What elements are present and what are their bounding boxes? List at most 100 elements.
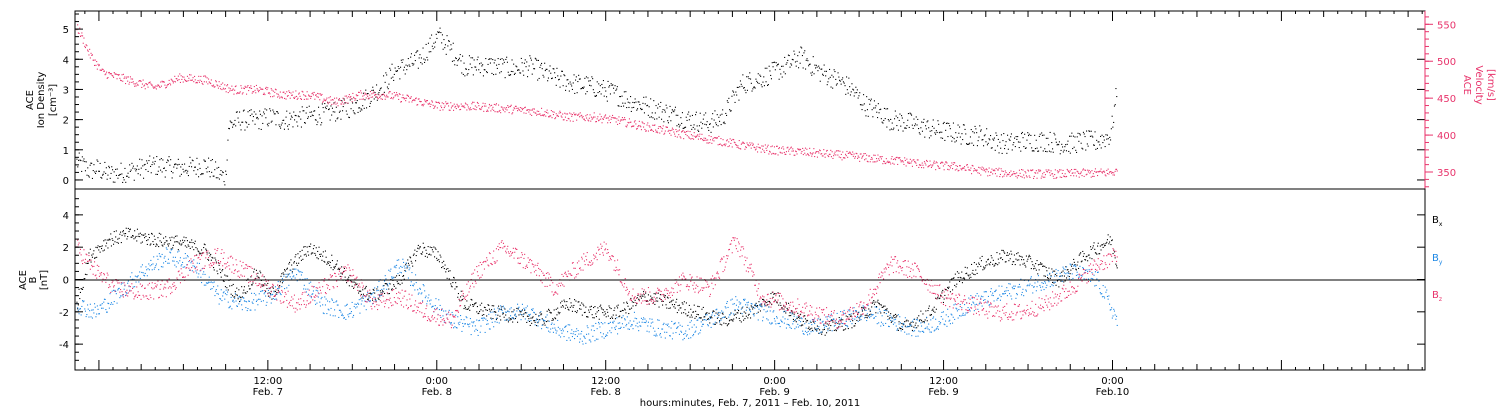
velocity-series-point bbox=[228, 87, 230, 89]
bx-series-point bbox=[404, 270, 406, 272]
bx-series-point bbox=[147, 239, 149, 241]
bx-series-point bbox=[745, 312, 747, 314]
by-series-point bbox=[147, 268, 149, 270]
velocity-series-point bbox=[644, 128, 646, 130]
velocity-series-point bbox=[563, 119, 565, 121]
density-series-point bbox=[439, 27, 441, 29]
velocity-series-point bbox=[386, 94, 388, 96]
bx-series-point bbox=[843, 329, 845, 331]
density-series-point bbox=[277, 112, 279, 114]
bx-series-point bbox=[719, 323, 721, 325]
by-series-point bbox=[217, 285, 219, 287]
bx-series-point bbox=[1028, 256, 1030, 258]
velocity-series-point bbox=[309, 95, 311, 97]
bx-series-point bbox=[829, 329, 831, 331]
bx-series-point bbox=[77, 304, 79, 306]
bx-series-point bbox=[431, 247, 433, 249]
density-series-point bbox=[163, 167, 165, 169]
density-series-point bbox=[627, 101, 629, 103]
density-series-point bbox=[232, 126, 234, 128]
density-series-point bbox=[1028, 133, 1030, 135]
bx-series-point bbox=[800, 313, 802, 315]
velocity-series-point bbox=[478, 105, 480, 107]
velocity-series-point bbox=[1111, 172, 1113, 174]
by-series-point bbox=[348, 316, 350, 318]
by-series-point bbox=[184, 253, 186, 255]
velocity-series-point bbox=[308, 94, 310, 96]
bx-series-point bbox=[1106, 239, 1108, 241]
density-series-point bbox=[718, 116, 720, 118]
density-series-point bbox=[244, 129, 246, 131]
bx-series-point bbox=[374, 292, 376, 294]
velocity-series-point bbox=[215, 81, 217, 83]
density-series-point bbox=[153, 157, 155, 159]
velocity-series-point bbox=[731, 146, 733, 148]
bx-series-point bbox=[609, 307, 611, 309]
density-series-point bbox=[203, 159, 205, 161]
velocity-series-point bbox=[490, 110, 492, 112]
bx-series-point bbox=[172, 244, 174, 246]
density-series-point bbox=[604, 87, 606, 89]
density-series-point bbox=[102, 173, 104, 175]
velocity-series-point bbox=[537, 113, 539, 115]
bx-series-point bbox=[578, 301, 580, 303]
density-series-point bbox=[461, 72, 463, 74]
by-series-point bbox=[289, 273, 291, 275]
bx-series-point bbox=[812, 320, 814, 322]
velocity-series-point bbox=[262, 93, 264, 95]
bx-series-point bbox=[299, 251, 301, 253]
velocity-series-point bbox=[452, 105, 454, 107]
density-series-point bbox=[934, 132, 936, 134]
velocity-series-point bbox=[543, 114, 545, 116]
bx-series-point bbox=[348, 276, 350, 278]
bx-series-point bbox=[801, 324, 803, 326]
by-series-point bbox=[372, 303, 374, 305]
bx-series-point bbox=[743, 319, 745, 321]
velocity-series-point bbox=[1034, 172, 1036, 174]
density-series-point bbox=[1069, 135, 1071, 137]
density-series-point bbox=[753, 86, 755, 88]
velocity-series-point bbox=[560, 112, 562, 114]
by-series-point bbox=[212, 282, 214, 284]
by-series-point bbox=[293, 268, 295, 270]
velocity-series-point bbox=[1022, 169, 1024, 171]
bx-series-point bbox=[975, 269, 977, 271]
velocity-series-point bbox=[584, 120, 586, 122]
density-series-point bbox=[184, 163, 186, 165]
density-series-point bbox=[406, 69, 408, 71]
density-series-point bbox=[500, 71, 502, 73]
velocity-series-point bbox=[627, 121, 629, 123]
bx-series-point bbox=[832, 321, 834, 323]
velocity-series-point bbox=[729, 138, 731, 140]
bx-series-point bbox=[1004, 252, 1006, 254]
density-series-point bbox=[1105, 134, 1107, 136]
density-series-point bbox=[589, 84, 591, 86]
density-series-point bbox=[963, 124, 965, 126]
density-series-point bbox=[530, 59, 532, 61]
by-series-point bbox=[153, 256, 155, 258]
bx-series-point bbox=[317, 250, 319, 252]
velocity-series-point bbox=[660, 127, 662, 129]
density-series-point bbox=[101, 177, 103, 179]
bx-series-point bbox=[688, 311, 690, 313]
velocity-series-point bbox=[919, 164, 921, 166]
velocity-series-point bbox=[240, 85, 242, 87]
bx-series-point bbox=[845, 315, 847, 317]
density-series-point bbox=[767, 84, 769, 86]
by-series-point bbox=[159, 255, 161, 257]
density-series-point bbox=[80, 160, 82, 162]
density-series-point bbox=[751, 90, 753, 92]
density-series-point bbox=[790, 63, 792, 65]
by-series-point bbox=[325, 298, 327, 300]
by-series-point bbox=[220, 289, 222, 291]
velocity-series-point bbox=[427, 103, 429, 105]
by-series-point bbox=[258, 298, 260, 300]
by-series-point bbox=[317, 296, 319, 298]
by-series-point bbox=[387, 285, 389, 287]
bx-series-point bbox=[442, 266, 444, 268]
bx-series-point bbox=[388, 288, 390, 290]
by-series-point bbox=[139, 277, 141, 279]
bx-series-point bbox=[144, 233, 146, 235]
bx-series-point bbox=[633, 301, 635, 303]
density-series-point bbox=[752, 88, 754, 90]
